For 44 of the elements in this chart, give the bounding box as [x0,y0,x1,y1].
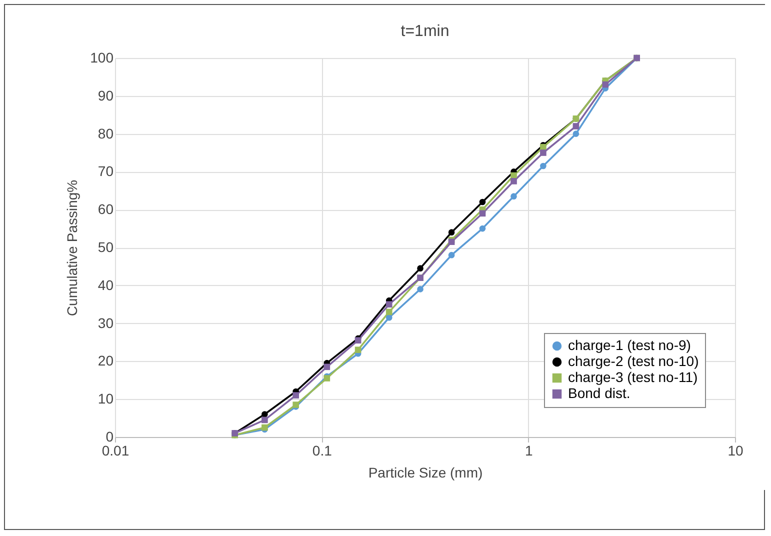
point [262,416,268,424]
y-tick-label: 10 [98,390,114,407]
x-tick-label: 0.1 [312,442,332,458]
x-tick-label: 0.01 [102,442,130,458]
point [510,178,517,184]
point [386,314,392,321]
y-tick-label: 40 [98,276,114,293]
point [479,198,486,206]
point [572,130,580,137]
legend-label: Bond dist. [568,385,630,401]
legend-label: charge-1 (test no-9) [568,337,691,353]
x-tick-label: 1 [524,442,533,458]
y-tick-label: 50 [98,239,114,255]
point [479,225,486,232]
chart-title: t=1min [400,23,450,40]
y-tick-label: 60 [98,201,114,218]
y-tick-label: 80 [98,125,114,142]
legend-label: charge-2 (test no-10) [568,353,699,369]
point [510,193,517,200]
point [324,364,330,370]
y-tick-label: 70 [98,163,114,180]
point [540,162,546,170]
y-tick-label: 20 [98,352,114,369]
point [448,252,455,258]
point [479,210,486,217]
point [292,392,300,398]
point [417,265,424,272]
point [448,229,455,236]
legend-label: charge-3 (test no-11) [568,369,698,385]
y-tick-label: 30 [98,314,114,331]
x-axis-title: Particle Size (mm) [368,464,483,480]
point [417,286,424,292]
x-tick-label: 10 [728,442,744,458]
point [602,81,609,88]
y-tick-label: 100 [90,50,114,66]
y-axis-title: Cumulative Passing% [64,180,80,316]
point [386,301,392,308]
point [572,123,580,130]
point [540,150,546,156]
point [354,346,362,353]
point [386,308,392,316]
y-tick-label: 0 [106,428,114,444]
point [262,411,268,418]
y-tick-label: 90 [98,87,114,104]
